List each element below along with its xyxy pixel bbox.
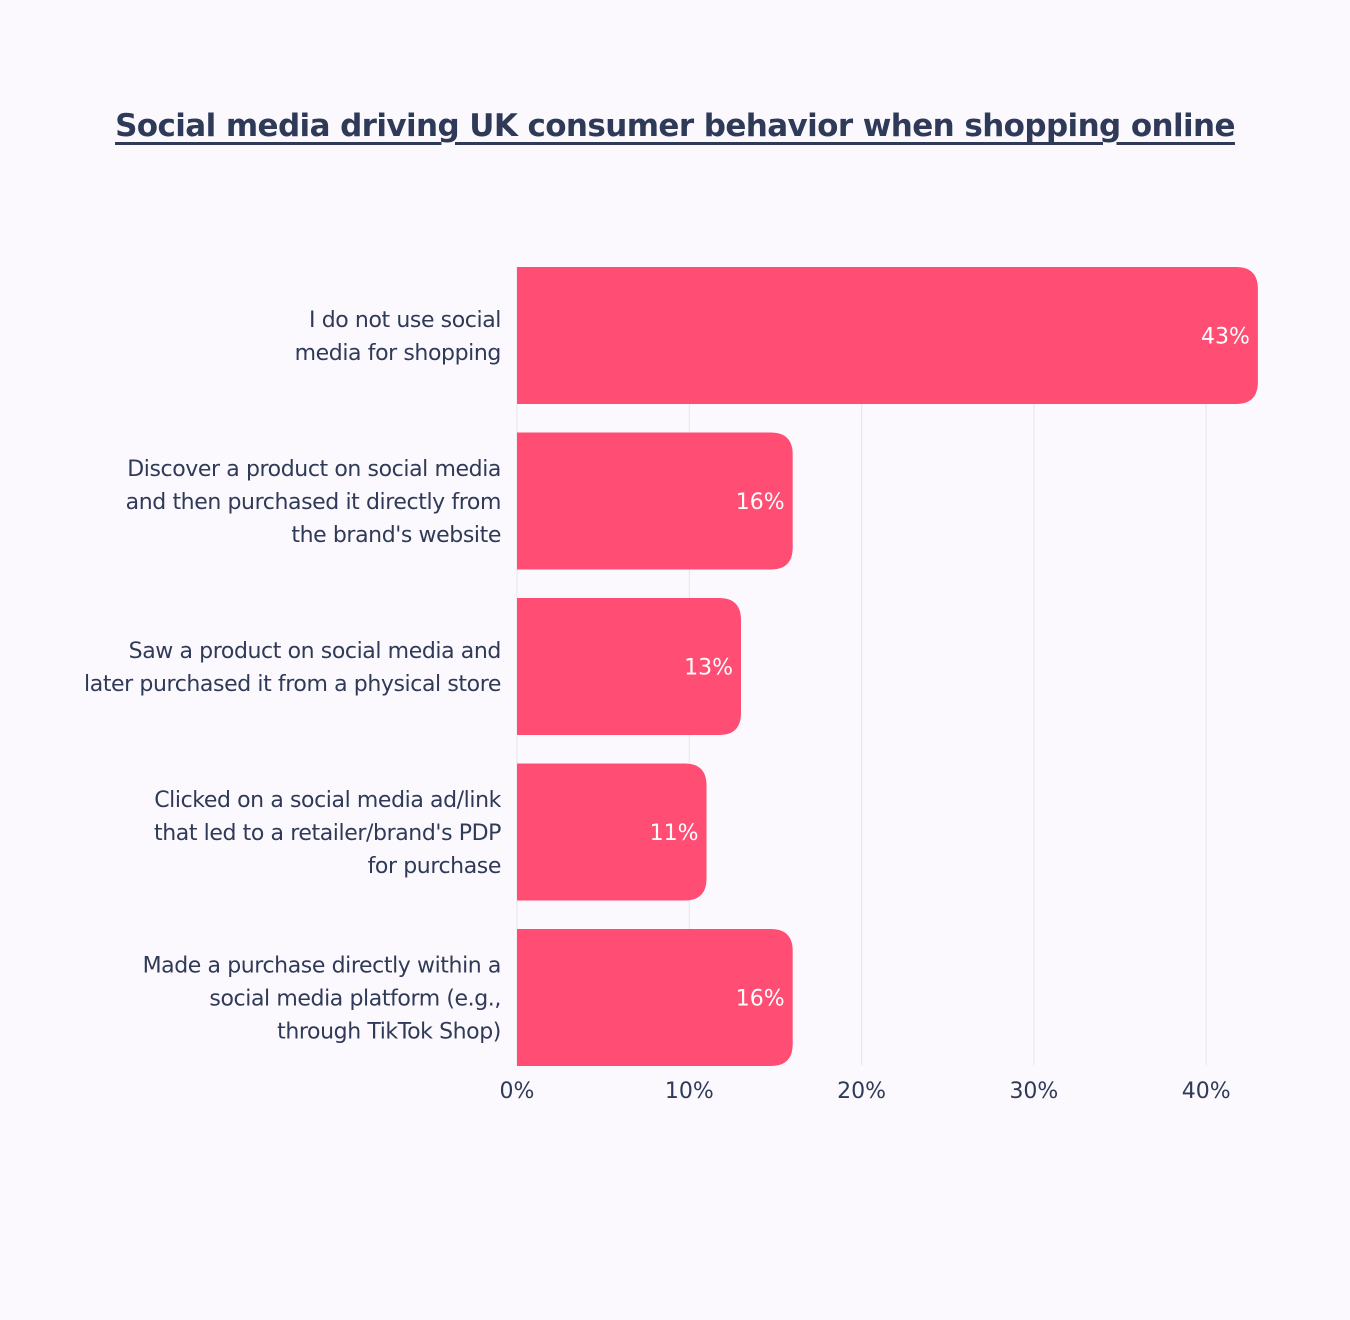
bar-2 <box>517 598 741 735</box>
value-label-4: 16% <box>736 987 785 1012</box>
category-label-0-line-0: I do not use social <box>309 308 501 333</box>
x-tick-label-0: 0% <box>500 1079 535 1104</box>
category-label-1-line-0: Discover a product on social media <box>127 457 501 482</box>
category-labels: I do not use social media for shopping Dis… <box>84 308 502 1045</box>
value-label-3: 11% <box>650 821 699 846</box>
category-label-4-line-0: Made a purchase directly within a <box>143 954 501 979</box>
category-label-4-line-2: through TikTok Shop) <box>277 1020 501 1045</box>
bar-3 <box>517 763 707 901</box>
x-tick-label-1: 10% <box>665 1079 714 1104</box>
category-label-4-line-1: social media platform (e.g., <box>209 987 501 1012</box>
bars: 43% 16% 13% 11% 16% <box>517 267 1258 1066</box>
value-label-1: 16% <box>736 490 785 515</box>
category-label-3-line-1: that led to a retailer/brand's PDP <box>154 821 501 846</box>
category-label-2: Saw a product on social media and later p… <box>84 639 501 697</box>
bar-1 <box>517 432 793 570</box>
bar-0 <box>517 267 1258 404</box>
x-axis: 0% 10% 20% 30% 40% <box>500 1079 1231 1104</box>
category-label-2-line-0: Saw a product on social media and <box>129 639 501 664</box>
category-label-2-line-1: later purchased it from a physical store <box>84 672 501 697</box>
category-label-1-line-1: and then purchased it directly from <box>126 490 501 515</box>
category-label-0-line-1: media for shopping <box>295 341 501 366</box>
value-label-0: 43% <box>1201 325 1250 350</box>
x-tick-label-4: 40% <box>1182 1079 1231 1104</box>
category-label-4: Made a purchase directly within a social … <box>143 954 501 1045</box>
value-label-2: 13% <box>684 656 733 681</box>
category-label-3-line-2: for purchase <box>368 854 501 879</box>
category-label-3-line-0: Clicked on a social media ad/link <box>154 788 501 813</box>
x-tick-label-2: 20% <box>837 1079 886 1104</box>
category-label-3: Clicked on a social media ad/link that le… <box>154 788 502 879</box>
category-label-1: Discover a product on social media and th… <box>126 457 501 548</box>
category-label-1-line-2: the brand's website <box>291 523 501 548</box>
chart-title: Social media driving UK consumer behavio… <box>115 108 1235 144</box>
bar-4 <box>517 929 793 1066</box>
category-label-0: I do not use social media for shopping <box>295 308 501 366</box>
x-tick-label-3: 30% <box>1009 1079 1058 1104</box>
